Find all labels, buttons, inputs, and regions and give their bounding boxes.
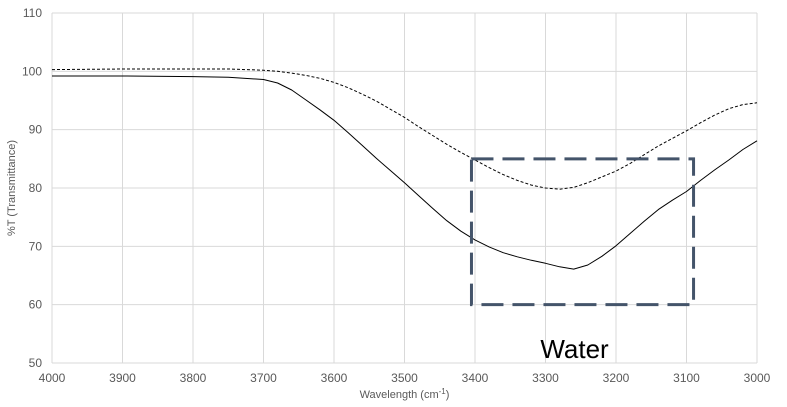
- water-annotation: Water: [469, 157, 696, 364]
- y-tick-label: 50: [29, 356, 43, 370]
- y-tick-label: 100: [22, 64, 42, 78]
- x-tick-label: 3400: [462, 371, 489, 385]
- water-label: Water: [540, 334, 609, 364]
- x-tick-label: 4000: [39, 371, 66, 385]
- y-tick-label: 60: [29, 298, 43, 312]
- x-axis-title-main: Wavelength (cm: [360, 389, 439, 401]
- x-axis-title-superscript: -1: [439, 387, 447, 396]
- x-tick-label: 3700: [250, 371, 277, 385]
- x-tick-labels: 4000 3900 3800 3700 3600 3500 3400 3300 3200 3100…: [39, 371, 771, 385]
- x-tick-label: 3000: [744, 371, 771, 385]
- series-line-solid: [52, 75, 758, 270]
- y-tick-label: 90: [29, 123, 43, 137]
- series-line-dashed: [51, 68, 758, 190]
- x-axis-title: Wavelength (cm-1): [360, 387, 450, 401]
- x-tick-label: 3900: [109, 371, 136, 385]
- y-tick-label: 110: [23, 6, 42, 20]
- x-tick-label: 3500: [391, 371, 418, 385]
- x-tick-label: 3100: [673, 371, 700, 385]
- x-axis-title-close: ): [446, 389, 450, 401]
- series-lines: [51, 68, 758, 270]
- y-tick-label: 70: [29, 239, 43, 253]
- water-region-box: [469, 157, 696, 307]
- x-tick-label: 3800: [180, 371, 207, 385]
- x-tick-label: 3600: [321, 371, 348, 385]
- y-axis-title: %T (Transmittance): [6, 140, 18, 236]
- gridlines: [51, 12, 758, 364]
- y-tick-labels: 50 60 70 80 90 100 110: [22, 6, 42, 370]
- x-tick-label: 3300: [532, 371, 559, 385]
- y-tick-label: 80: [29, 181, 43, 195]
- x-tick-label: 3200: [603, 371, 630, 385]
